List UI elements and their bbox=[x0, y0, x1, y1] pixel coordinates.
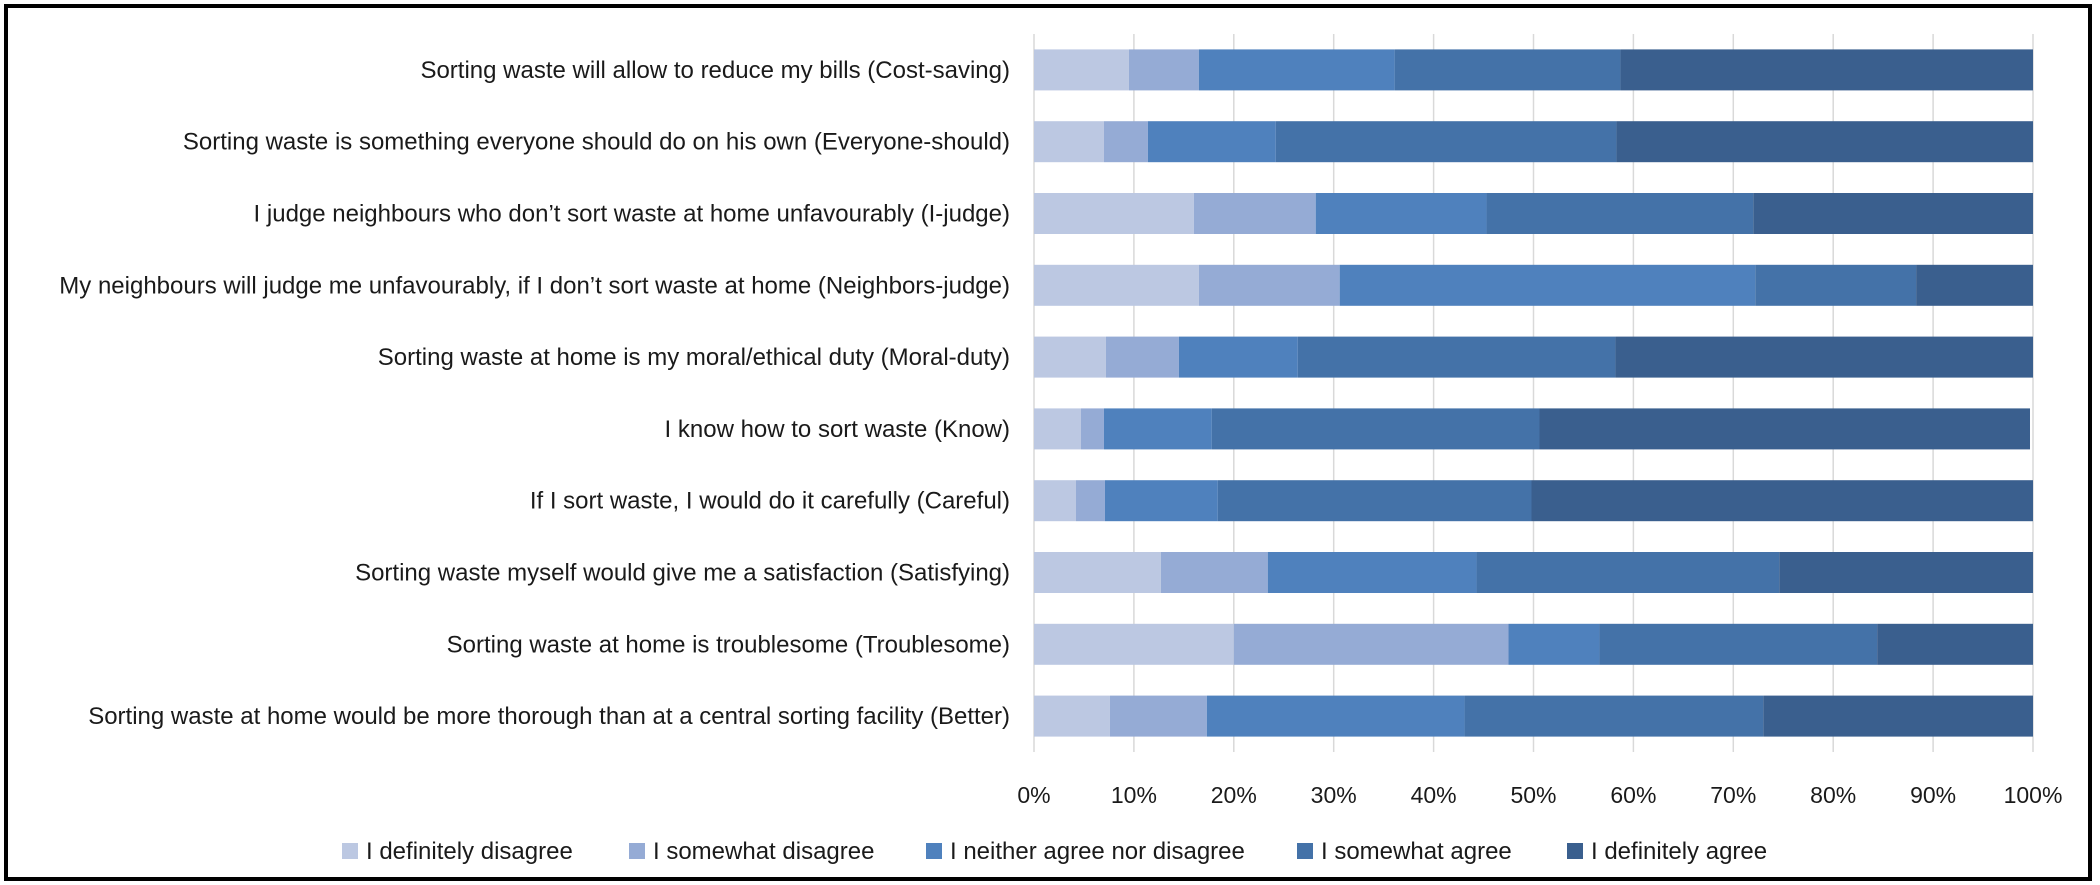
bar-segment bbox=[1080, 408, 1104, 450]
category-label: Sorting waste will allow to reduce my bi… bbox=[420, 57, 1010, 84]
bar-segment bbox=[1755, 264, 1917, 306]
x-tick-label: 80% bbox=[1810, 782, 1856, 808]
bar-segment bbox=[1599, 623, 1878, 665]
category-label: Sorting waste is something everyone shou… bbox=[183, 129, 1010, 156]
bar-segment bbox=[1616, 121, 2033, 163]
bar-segment bbox=[1531, 480, 2033, 522]
legend-swatch bbox=[1297, 843, 1313, 859]
legend-swatch bbox=[926, 843, 942, 859]
bar-segment bbox=[1539, 408, 2031, 450]
bar-segment bbox=[1103, 121, 1148, 163]
x-tick-label: 70% bbox=[1710, 782, 1756, 808]
x-tick-label: 10% bbox=[1111, 782, 1157, 808]
x-tick-label: 0% bbox=[1017, 782, 1050, 808]
bar-segment bbox=[1394, 49, 1621, 91]
bar-segment bbox=[1034, 336, 1106, 378]
bar-segment bbox=[1034, 695, 1110, 737]
x-tick-label: 50% bbox=[1510, 782, 1556, 808]
bar-segment bbox=[1476, 552, 1780, 593]
category-label: Sorting waste at home would be more thor… bbox=[88, 703, 1010, 730]
bar-segment bbox=[1034, 264, 1199, 306]
bar-segment bbox=[1217, 480, 1532, 522]
bar-segment bbox=[1104, 480, 1218, 522]
bar-segment bbox=[1339, 264, 1756, 306]
bar-segment bbox=[1034, 552, 1161, 593]
bar-segment bbox=[1779, 552, 2033, 593]
bar-segment bbox=[1464, 695, 1764, 737]
category-label: My neighbours will judge me unfavourably… bbox=[59, 272, 1010, 299]
x-tick-label: 40% bbox=[1411, 782, 1457, 808]
bar-segment bbox=[1620, 49, 2033, 91]
legend-label: I somewhat disagree bbox=[653, 838, 874, 865]
category-label: Sorting waste myself would give me a sat… bbox=[355, 560, 1010, 587]
bar-segment bbox=[1211, 408, 1540, 450]
bar-segment bbox=[1297, 336, 1616, 378]
category-label: If I sort waste, I would do it carefully… bbox=[530, 488, 1010, 515]
legend-label: I definitely agree bbox=[1591, 838, 1767, 865]
bar-segment bbox=[1034, 408, 1081, 450]
bar-segment bbox=[1109, 695, 1207, 737]
bar-segment bbox=[1193, 193, 1316, 234]
legend-label: I somewhat agree bbox=[1321, 838, 1512, 865]
x-tick-label: 90% bbox=[1910, 782, 1956, 808]
bar-segment bbox=[1198, 49, 1395, 91]
x-tick-label: 30% bbox=[1311, 782, 1357, 808]
bar-segment bbox=[1508, 623, 1600, 665]
legend: I definitely disagree I somewhat disagree… bbox=[342, 838, 1767, 865]
legend-swatch bbox=[1567, 843, 1583, 859]
bar-segment bbox=[1615, 336, 2033, 378]
bar-segment bbox=[1034, 623, 1234, 665]
bar-segment bbox=[1916, 264, 2033, 306]
bar-segment bbox=[1034, 121, 1104, 163]
bar-segment bbox=[1198, 264, 1340, 306]
category-labels: Sorting waste will allow to reduce my bi… bbox=[59, 57, 1010, 730]
legend-swatch bbox=[342, 843, 358, 859]
x-tick-label: 100% bbox=[2004, 782, 2063, 808]
category-label: I judge neighbours who don’t sort waste … bbox=[254, 201, 1010, 228]
bar-segment bbox=[1128, 49, 1199, 91]
bar-segment bbox=[1206, 695, 1465, 737]
bar-segment bbox=[1753, 193, 2033, 234]
bar-segment bbox=[1105, 336, 1179, 378]
bar-segment bbox=[1147, 121, 1276, 163]
bar-segment bbox=[1178, 336, 1298, 378]
bar-segment bbox=[1075, 480, 1105, 522]
bar-segment bbox=[1034, 193, 1194, 234]
legend-label: I neither agree nor disagree bbox=[950, 838, 1245, 865]
category-label: Sorting waste at home is my moral/ethica… bbox=[378, 344, 1010, 371]
bar-segment bbox=[1103, 408, 1212, 450]
bar-segment bbox=[1486, 193, 1754, 234]
x-tick-label: 20% bbox=[1211, 782, 1257, 808]
bar-segment bbox=[1763, 695, 2033, 737]
x-tick-label: 60% bbox=[1610, 782, 1656, 808]
bars bbox=[1034, 49, 2033, 737]
bar-segment bbox=[1034, 49, 1129, 91]
x-axis-ticks: 0% 10% 20% 30% 40% 50% 60% 70% 80% 90% 100% bbox=[1017, 782, 2062, 808]
bar-segment bbox=[1877, 623, 2033, 665]
category-label: Sorting waste at home is troublesome (Tr… bbox=[447, 631, 1010, 658]
bar-segment bbox=[1160, 552, 1268, 593]
bar-segment bbox=[1034, 480, 1076, 522]
bar-segment bbox=[1275, 121, 1617, 163]
bar-segment bbox=[1267, 552, 1477, 593]
legend-swatch bbox=[629, 843, 645, 859]
bar-segment bbox=[1315, 193, 1487, 234]
bar-segment bbox=[1233, 623, 1509, 665]
category-label: I know how to sort waste (Know) bbox=[665, 416, 1010, 443]
legend-label: I definitely disagree bbox=[366, 838, 573, 865]
